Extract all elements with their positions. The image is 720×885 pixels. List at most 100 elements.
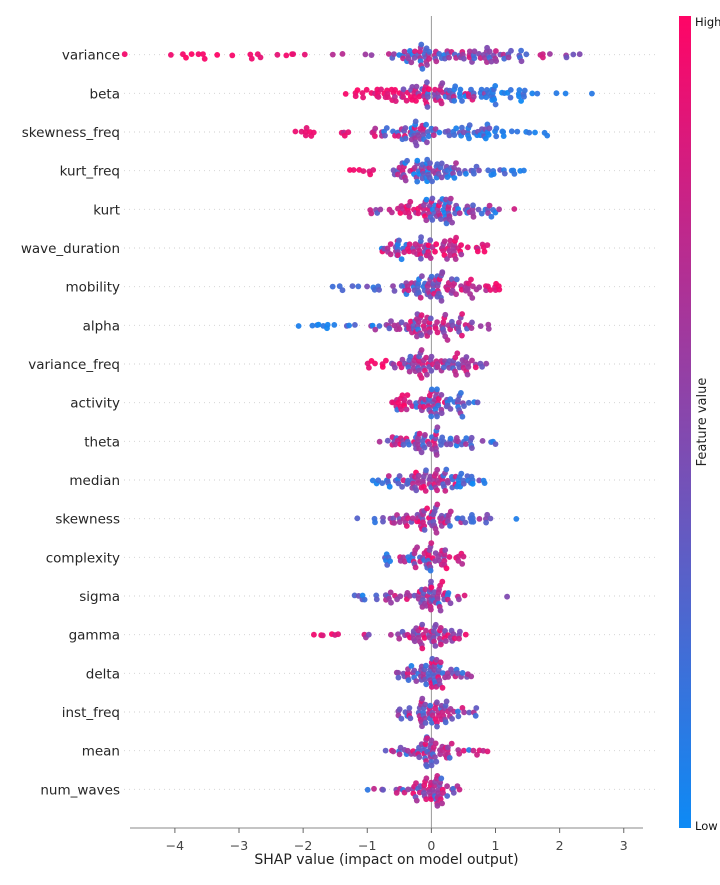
data-point bbox=[408, 318, 414, 325]
data-point bbox=[434, 487, 440, 494]
data-point bbox=[360, 168, 367, 175]
data-point bbox=[507, 94, 514, 101]
x-tick-label: 0 bbox=[427, 838, 435, 853]
data-point bbox=[400, 477, 407, 484]
data-point bbox=[390, 283, 396, 289]
data-point bbox=[429, 195, 436, 202]
feature-points-kurt_freq bbox=[347, 156, 527, 185]
data-point bbox=[518, 58, 525, 65]
data-point bbox=[418, 449, 425, 456]
data-point bbox=[405, 287, 412, 294]
data-point bbox=[455, 708, 461, 715]
data-point bbox=[424, 104, 431, 110]
data-point bbox=[439, 684, 446, 691]
data-point bbox=[540, 54, 546, 61]
data-point bbox=[485, 210, 491, 217]
data-point bbox=[428, 762, 435, 769]
data-point bbox=[445, 590, 452, 596]
data-point bbox=[432, 558, 438, 564]
data-point bbox=[428, 584, 435, 591]
data-point bbox=[350, 167, 357, 173]
data-point bbox=[478, 86, 485, 93]
feature-points-wave_duration bbox=[378, 234, 491, 263]
feature-label: delta bbox=[86, 666, 120, 682]
data-point bbox=[444, 793, 451, 799]
data-point bbox=[428, 606, 434, 613]
data-point bbox=[425, 133, 432, 140]
data-point bbox=[441, 238, 448, 245]
data-point bbox=[396, 751, 403, 758]
data-point bbox=[469, 480, 476, 487]
data-point bbox=[485, 131, 492, 138]
data-point bbox=[501, 170, 508, 177]
data-point bbox=[432, 643, 439, 649]
data-point bbox=[329, 283, 336, 290]
data-point bbox=[452, 256, 459, 262]
data-point bbox=[426, 86, 432, 93]
data-point bbox=[376, 286, 382, 293]
data-point bbox=[421, 527, 428, 533]
data-point bbox=[384, 437, 391, 444]
data-point bbox=[463, 441, 469, 447]
data-point bbox=[476, 284, 483, 291]
data-point bbox=[464, 244, 471, 251]
data-point bbox=[405, 55, 412, 62]
data-point bbox=[508, 47, 514, 54]
feature-points-median bbox=[369, 466, 488, 494]
data-point bbox=[406, 214, 413, 220]
feature-label: gamma bbox=[69, 628, 120, 644]
data-point bbox=[378, 86, 384, 93]
data-point bbox=[431, 638, 437, 645]
data-point bbox=[414, 544, 420, 551]
data-point bbox=[449, 219, 455, 226]
data-point bbox=[416, 93, 423, 100]
data-point bbox=[395, 133, 402, 139]
data-point bbox=[422, 741, 429, 748]
feature-label: skewness bbox=[55, 512, 120, 528]
data-point bbox=[468, 434, 475, 441]
data-point bbox=[447, 523, 453, 529]
data-point bbox=[444, 256, 450, 262]
data-point bbox=[492, 209, 499, 216]
data-point bbox=[432, 126, 439, 132]
data-point bbox=[476, 477, 483, 484]
data-point bbox=[382, 747, 389, 754]
data-point bbox=[458, 470, 465, 477]
data-point bbox=[403, 97, 410, 104]
data-point bbox=[412, 564, 419, 571]
data-point bbox=[361, 596, 368, 603]
data-point bbox=[486, 202, 493, 209]
data-point bbox=[459, 98, 465, 104]
feature-label: median bbox=[69, 473, 120, 489]
feature-points-mean bbox=[382, 734, 491, 770]
data-point bbox=[469, 445, 475, 451]
colorbar-high-label: High bbox=[695, 15, 720, 29]
data-point bbox=[443, 638, 449, 644]
data-point bbox=[461, 592, 468, 599]
data-point bbox=[544, 132, 551, 139]
data-point bbox=[311, 631, 317, 638]
feature-label: kurt_freq bbox=[60, 164, 120, 180]
data-point bbox=[483, 519, 489, 526]
data-point bbox=[449, 322, 456, 329]
data-point bbox=[419, 621, 426, 628]
data-point bbox=[456, 170, 463, 177]
data-point bbox=[459, 670, 466, 676]
data-point bbox=[460, 480, 467, 487]
data-point bbox=[447, 252, 454, 259]
data-point bbox=[446, 242, 453, 248]
feature-label: mobility bbox=[65, 280, 120, 296]
data-point bbox=[303, 125, 310, 131]
data-point bbox=[329, 51, 336, 58]
data-point bbox=[470, 93, 477, 100]
data-point bbox=[360, 94, 366, 101]
data-point bbox=[428, 578, 434, 585]
data-point bbox=[370, 167, 377, 173]
feature-points-sigma bbox=[351, 578, 510, 614]
data-point bbox=[418, 255, 424, 262]
data-point bbox=[446, 247, 453, 254]
data-point bbox=[359, 90, 366, 96]
feature-label: sigma bbox=[79, 589, 120, 605]
data-point bbox=[373, 596, 380, 603]
